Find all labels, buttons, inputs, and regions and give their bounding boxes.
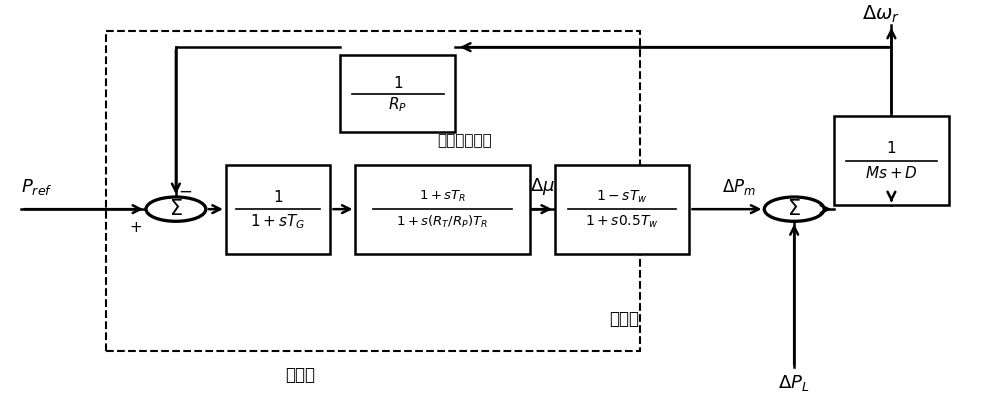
FancyBboxPatch shape	[555, 164, 689, 254]
Text: $Ms+D$: $Ms+D$	[865, 165, 918, 181]
Text: $1-sT_{w}$: $1-sT_{w}$	[596, 189, 648, 205]
Text: $1$: $1$	[393, 75, 403, 91]
Text: 水轮机: 水轮机	[610, 310, 640, 328]
Text: +: +	[130, 220, 142, 235]
FancyBboxPatch shape	[226, 164, 330, 254]
Text: $1+sT_{G}$: $1+sT_{G}$	[250, 212, 306, 231]
Text: $1+s0.5T_{w}$: $1+s0.5T_{w}$	[585, 213, 659, 230]
Text: $R_{P}$: $R_{P}$	[388, 95, 407, 114]
Text: $\Delta\mu$: $\Delta\mu$	[530, 176, 555, 198]
Text: $\Sigma$: $\Sigma$	[787, 199, 801, 219]
Text: $1+s(R_{T}/R_{P})T_{R}$: $1+s(R_{T}/R_{P})T_{R}$	[396, 213, 489, 230]
Text: $P_{ref}$: $P_{ref}$	[21, 177, 53, 197]
Text: $\Delta\omega_{r}$: $\Delta\omega_{r}$	[862, 4, 900, 25]
Circle shape	[764, 197, 824, 221]
Text: $1$: $1$	[273, 189, 283, 204]
Text: 调速器: 调速器	[286, 366, 316, 384]
Text: $\Delta P_{m}$: $\Delta P_{m}$	[722, 177, 756, 197]
FancyBboxPatch shape	[355, 164, 530, 254]
FancyBboxPatch shape	[340, 55, 455, 132]
FancyBboxPatch shape	[834, 116, 949, 205]
Circle shape	[146, 197, 206, 221]
Text: $\Sigma$: $\Sigma$	[169, 199, 183, 219]
Text: 暂态下降补偿: 暂态下降补偿	[438, 133, 492, 148]
Text: $-$: $-$	[178, 182, 192, 200]
Text: $1$: $1$	[886, 140, 897, 156]
Text: $\Delta P_{L}$: $\Delta P_{L}$	[778, 373, 810, 393]
Text: $1+sT_{R}$: $1+sT_{R}$	[419, 189, 466, 204]
